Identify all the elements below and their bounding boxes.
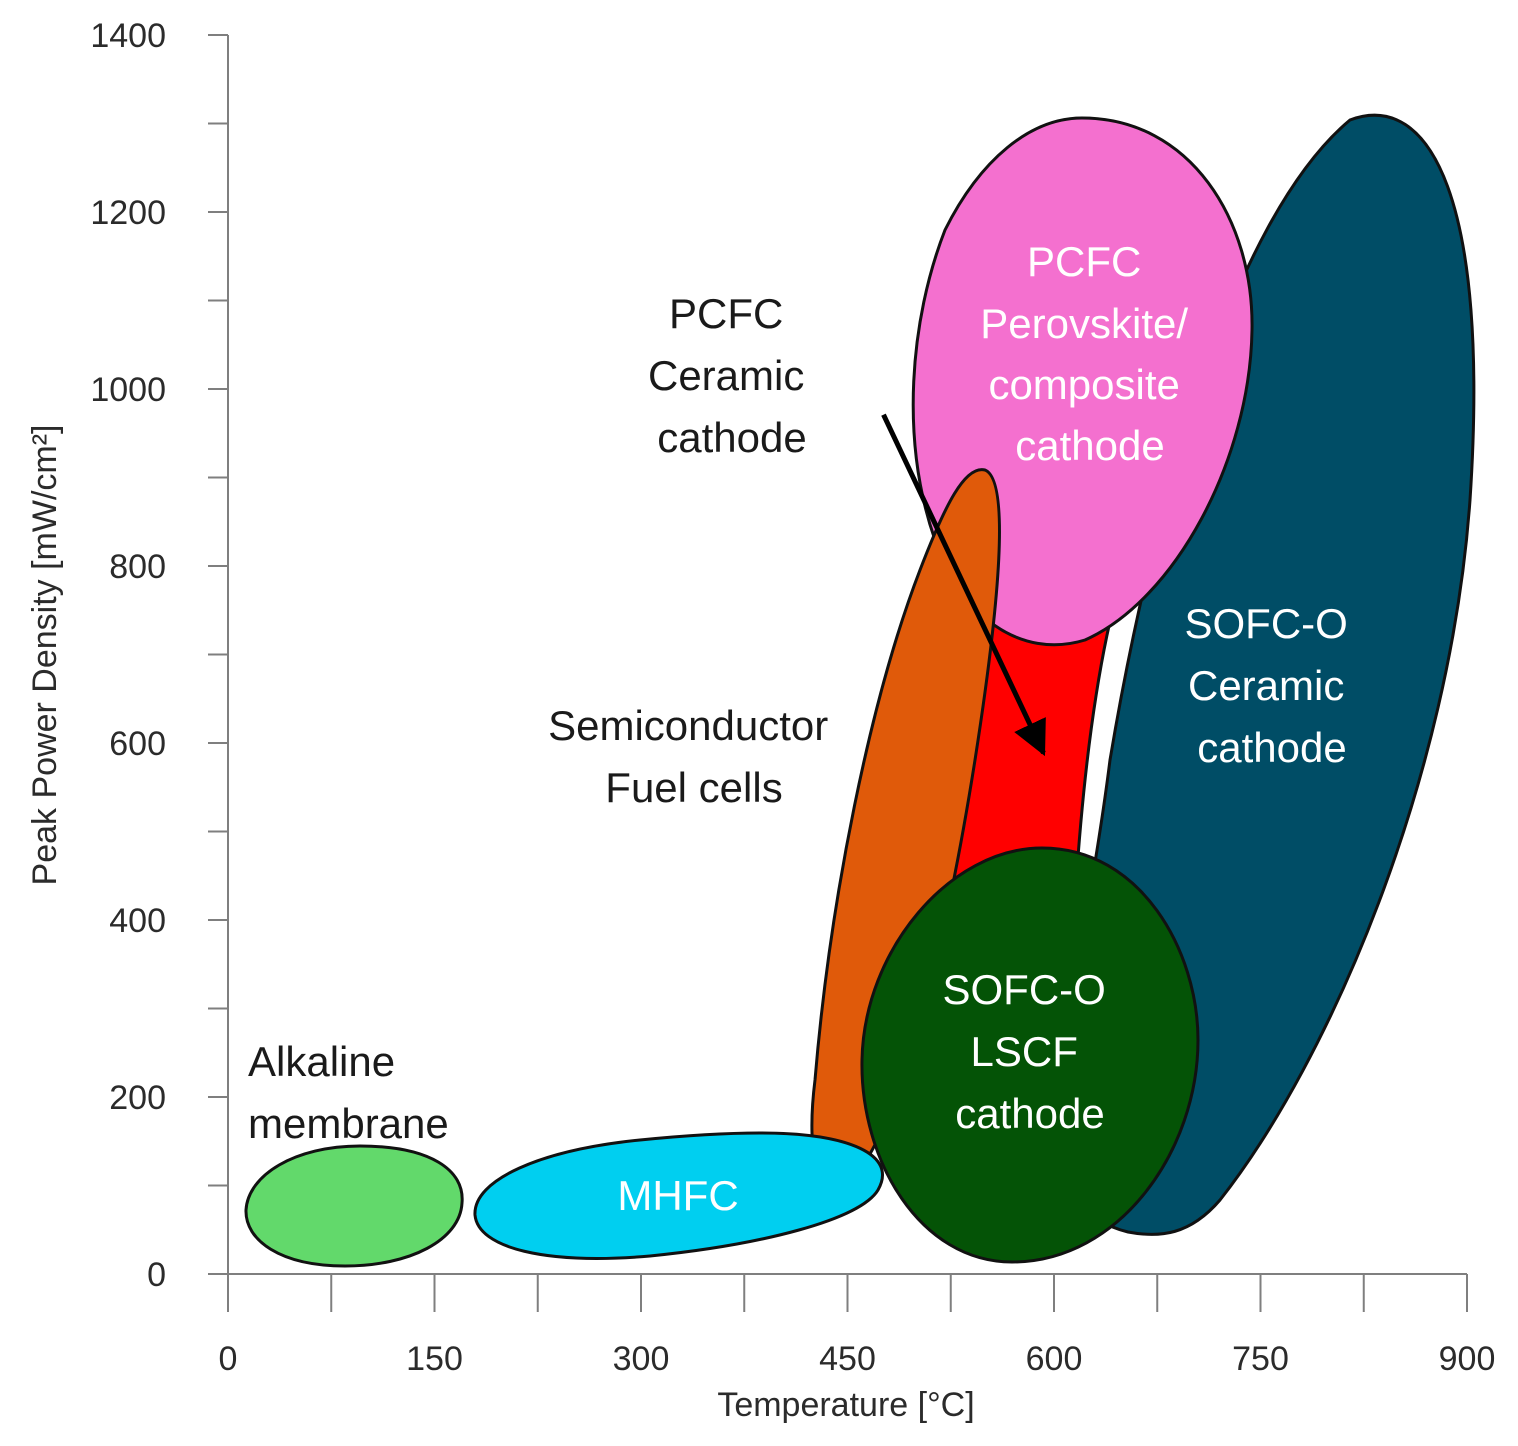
y-tick-label: 0 [147, 1256, 166, 1294]
y-tick-label: 1000 [90, 371, 166, 409]
y-tick-label: 400 [109, 902, 166, 940]
label-sofc-o-lscf: SOFC-O LSCF cathode [943, 966, 1118, 1137]
region-labels: SOFC-O Ceramic cathode PCFC Perovskite/ … [617, 238, 1360, 1219]
annotations: Alkaline membrane Semiconductor Fuel cel… [248, 290, 1046, 1147]
axes: 0 200 400 600 800 1000 1200 1400 0 150 300 450 600 7… [90, 17, 1495, 1378]
x-tick-label: 0 [219, 1340, 238, 1378]
y-axis-title: Peak Power Density [mW/cm²] [26, 425, 64, 886]
annotation-arrow [881, 413, 1046, 757]
y-tick-label: 200 [109, 1079, 166, 1117]
annotation-semiconductor: Semiconductor Fuel cells [548, 702, 840, 811]
x-tick-label: 900 [1439, 1340, 1496, 1378]
x-axis-ticks: 0 150 300 450 600 750 900 [219, 1274, 1496, 1378]
label-sofc-o-ceramic: SOFC-O Ceramic cathode [1185, 600, 1360, 771]
annotation-pcfc-ceramic: PCFC Ceramic cathode [648, 290, 816, 461]
annotation-alkaline-membrane: Alkaline membrane [248, 1038, 449, 1147]
label-mhfc: MHFC [617, 1172, 738, 1219]
x-tick-label: 750 [1232, 1340, 1289, 1378]
region-sofc-o-lscf-cathode [860, 846, 1200, 1264]
y-tick-label: 1200 [90, 194, 166, 232]
y-tick-label: 1400 [90, 17, 166, 55]
y-axis-ticks: 0 200 400 600 800 1000 1200 1400 [90, 17, 228, 1294]
y-tick-label: 800 [109, 548, 166, 586]
x-tick-label: 450 [819, 1340, 876, 1378]
region-alkaline-membrane [244, 1144, 464, 1268]
label-pcfc-perovskite: PCFC Perovskite/ composite cathode [980, 238, 1199, 469]
x-tick-label: 150 [406, 1340, 463, 1378]
x-tick-label: 300 [613, 1340, 670, 1378]
region-mhfc [473, 1131, 884, 1260]
x-axis-title: Temperature [°C] [717, 1386, 974, 1424]
y-tick-label: 600 [109, 725, 166, 763]
x-tick-label: 600 [1026, 1340, 1083, 1378]
